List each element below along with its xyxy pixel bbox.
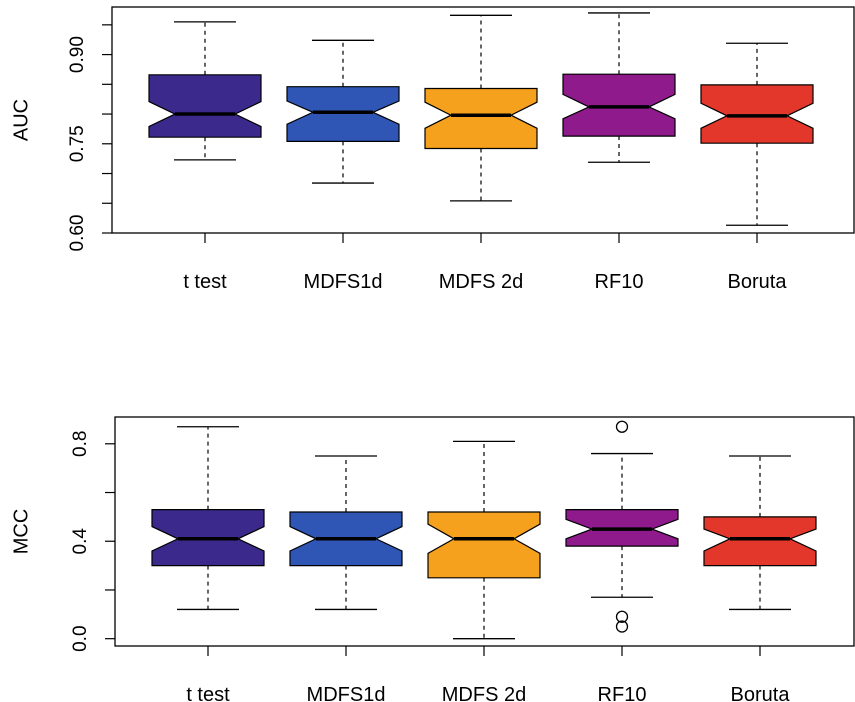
y-axis-title: MCC: [10, 509, 32, 555]
outlier-point: [615, 620, 629, 633]
x-tick-label: RF10: [595, 271, 644, 293]
y-tick-label: 0.75: [67, 125, 88, 162]
y-tick-label: 0.0: [70, 625, 91, 651]
box-body: [427, 511, 541, 579]
box-body: [562, 73, 676, 137]
x-tick-label: MDFS 2d: [442, 684, 526, 702]
y-tick-label: 0.4: [70, 528, 91, 555]
box-1: [286, 39, 400, 184]
box-0: [148, 21, 262, 161]
box-3: [562, 12, 676, 163]
x-tick-label: MDFS1d: [304, 271, 383, 293]
x-tick-label: Boruta: [728, 271, 788, 293]
y-tick-label: 0.90: [67, 36, 88, 73]
y-tick-label: 0.8: [70, 431, 91, 457]
box-body: [700, 84, 814, 144]
box-body: [424, 87, 538, 150]
auc-panel: 0.60 0.75 0.90 AUC t test MDFS1d MDFS 2d RF10 Bo…: [10, 6, 855, 293]
box-body: [703, 516, 817, 567]
box-4: [703, 455, 817, 611]
x-tick-label: MDFS 2d: [439, 271, 523, 293]
box-4: [700, 42, 814, 226]
y-axis-title: AUC: [10, 99, 32, 141]
x-tick-label: RF10: [598, 684, 647, 702]
box-0: [151, 426, 265, 611]
y-tick-label: 0.60: [67, 215, 88, 252]
mcc-panel: 0.0 0.4 0.8 MCC t test MDFS1d MDFS 2d RF10 Borut…: [10, 416, 855, 702]
x-tick-label: t test: [183, 271, 227, 293]
plot-frame: [111, 6, 855, 234]
outlier-point: [615, 610, 629, 623]
box-body: [286, 86, 400, 142]
x-tick-label: MDFS1d: [307, 684, 386, 702]
box-2: [427, 440, 541, 640]
box-2: [424, 14, 538, 202]
box-1: [289, 455, 403, 611]
box-3: [565, 420, 679, 633]
x-tick-label: t test: [186, 684, 230, 702]
box-body: [148, 74, 262, 138]
x-tick-label: Boruta: [731, 684, 791, 702]
outlier-point: [615, 420, 629, 433]
